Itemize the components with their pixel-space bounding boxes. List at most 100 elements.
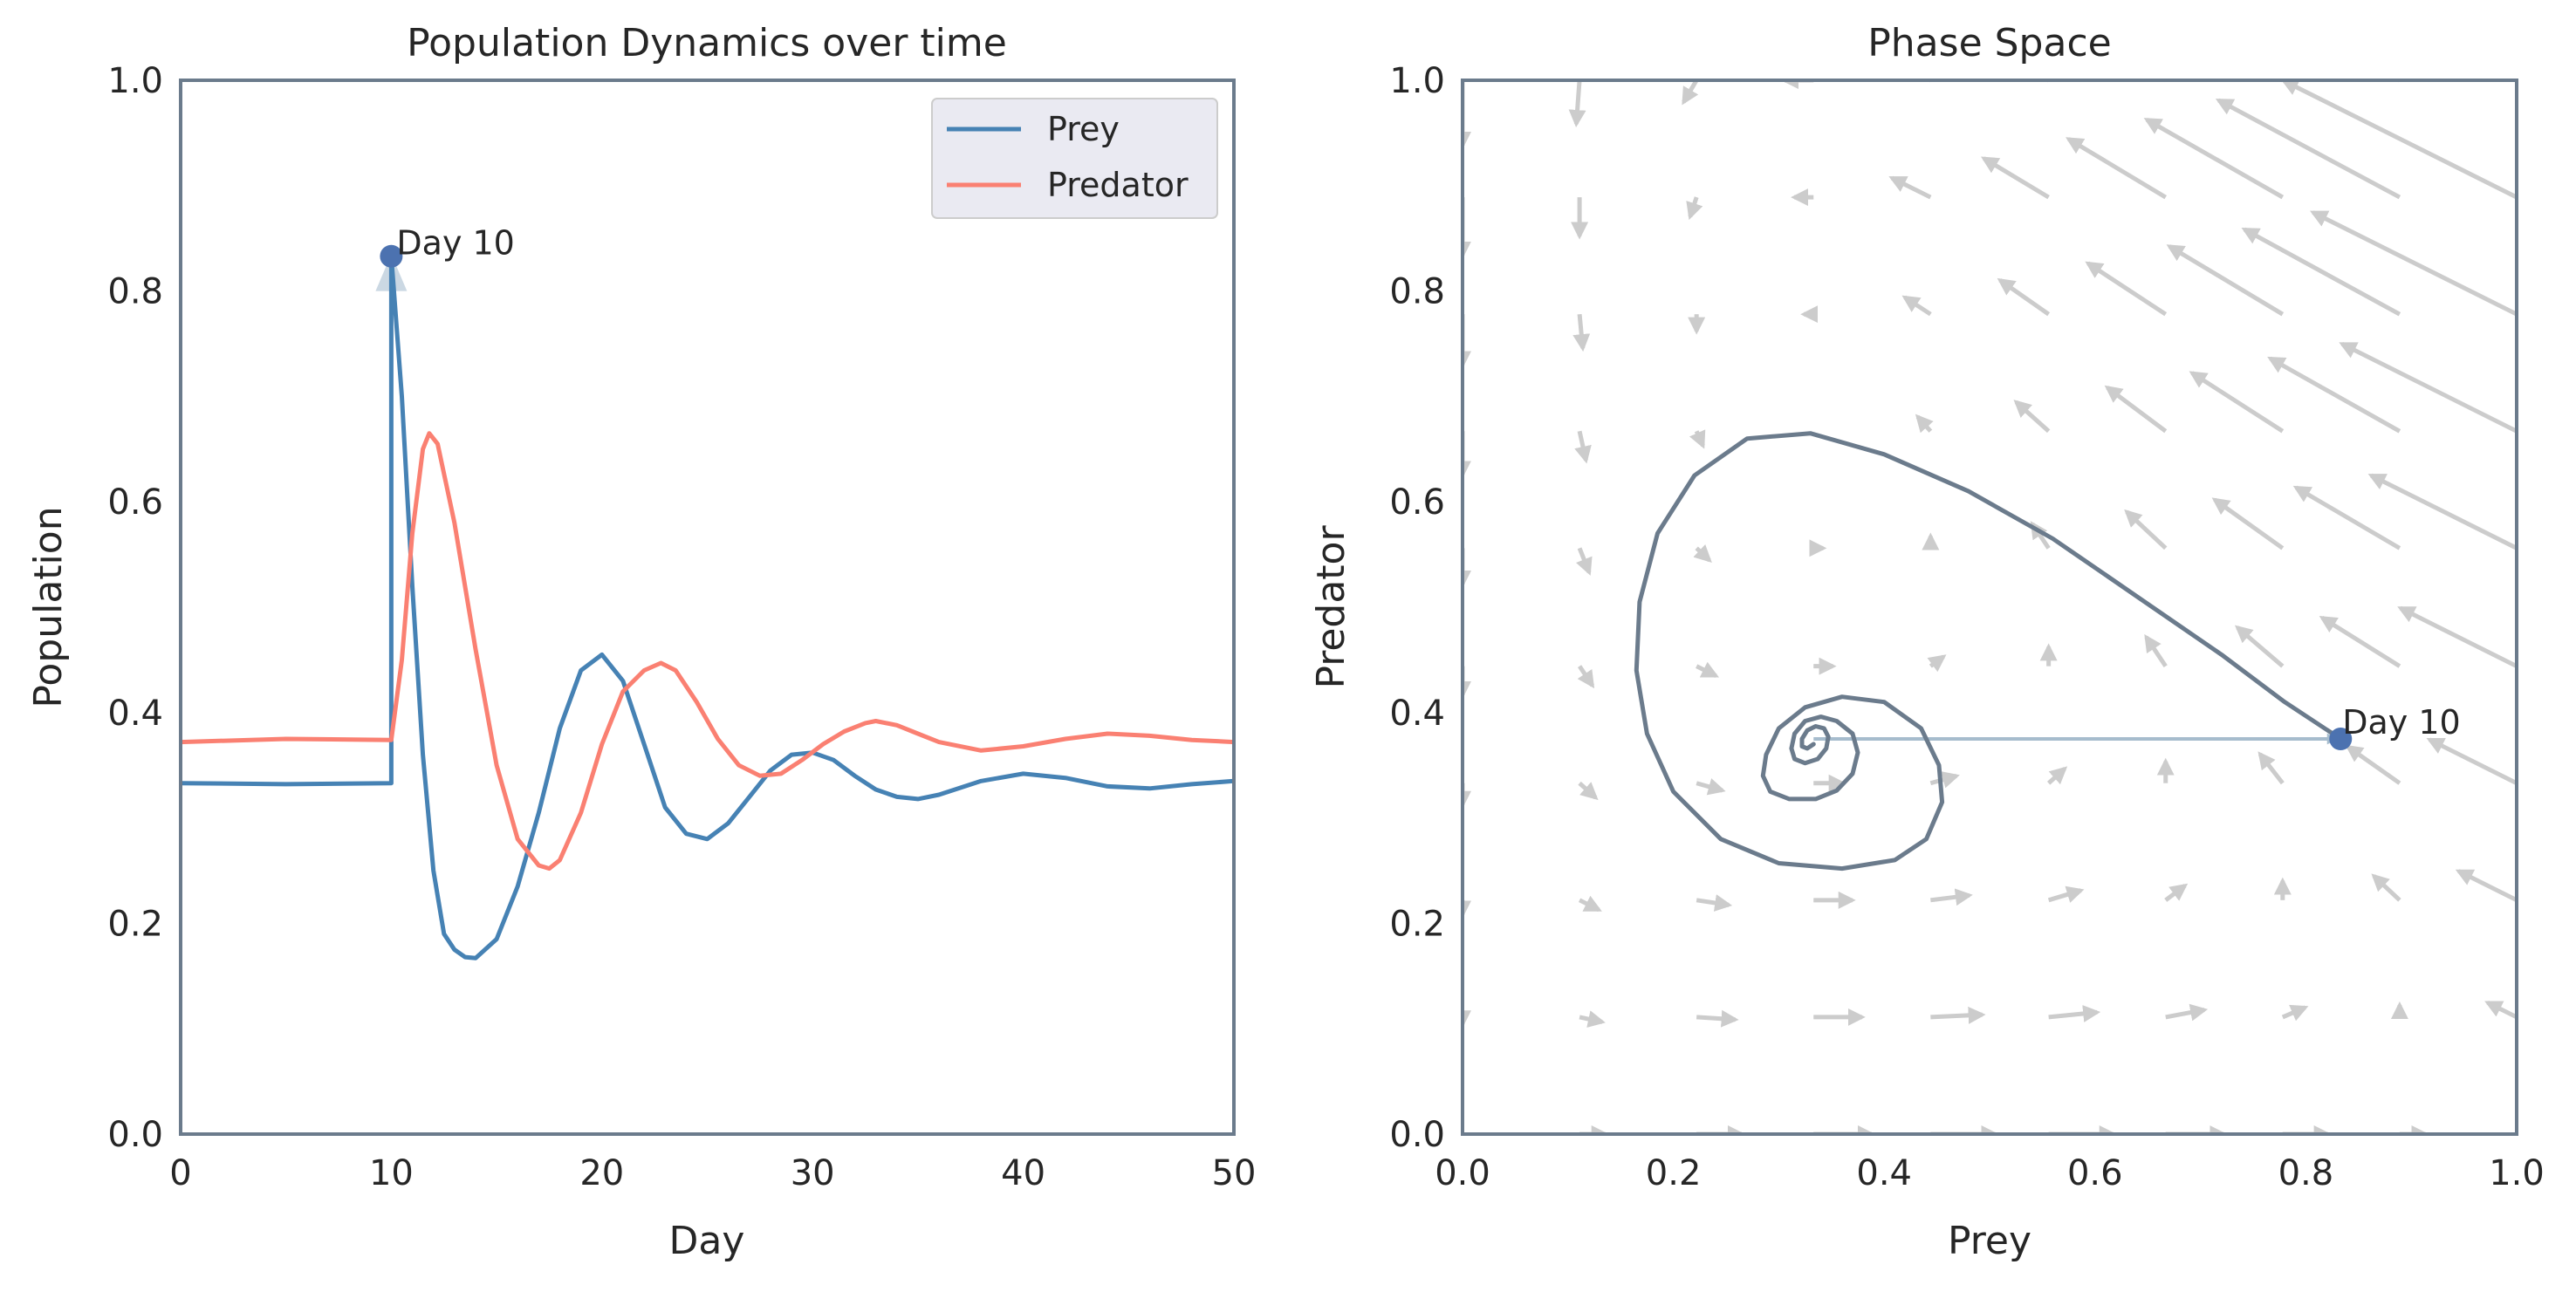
vector-field-arrow <box>2215 98 2401 200</box>
vector-field-arrow <box>1888 175 1932 200</box>
vector-field-arrow <box>1575 547 1593 576</box>
time-series-y-tick-label: 0.0 <box>107 1115 163 1155</box>
vector-field-arrow <box>2394 80 2400 83</box>
series-line-predator <box>181 431 1234 872</box>
vector-field-arrow <box>1696 894 1733 912</box>
vector-field-arrow <box>2124 509 2168 550</box>
phase-space-x-tick-label: 1.0 <box>2489 1153 2545 1193</box>
vector-field-arrow <box>2319 616 2401 668</box>
time-series-y-tick-label: 0.6 <box>107 482 163 523</box>
series-line-prey <box>181 254 1234 960</box>
vector-field-arrow <box>2166 244 2285 317</box>
time-series-title: Population Dynamics over time <box>407 21 1007 65</box>
day10-annotation-time: Day 10 <box>396 224 514 263</box>
vector-field-arrow <box>2165 1003 2209 1022</box>
vector-field-arrow <box>1574 430 1592 464</box>
vector-field-arrow <box>1579 1010 1606 1028</box>
phase-space-x-tick-label: 0.2 <box>1646 1153 1702 1193</box>
phase-space-x-tick-label: 0.8 <box>2278 1153 2334 1193</box>
vector-field-arrow <box>1927 654 1947 673</box>
vector-field-arrow <box>2143 117 2285 200</box>
phase-space-y-axis-label: Predator <box>1309 525 1353 689</box>
vector-field-arrow <box>1578 895 1602 913</box>
vector-field-arrow <box>2426 737 2517 785</box>
vector-field-arrow <box>2278 80 2283 83</box>
vector-field-arrow <box>2048 1004 2101 1022</box>
phase-space-x-axis-label: Prey <box>1948 1219 2031 1263</box>
vector-field-arrow <box>1693 544 1712 564</box>
vector-field-arrow <box>2144 633 2168 668</box>
time-series-y-tick-label: 0.8 <box>107 272 163 312</box>
time-series-panel: 0 10 20 30 40 50 0.0 0.2 0.4 0.6 0.8 1.0 Population… <box>26 21 1256 1263</box>
vector-field-arrow <box>1997 277 2051 317</box>
phase-space-ticks: 0.0 0.2 0.4 0.6 0.8 1.0 0.0 0.2 0.4 0.6 0.8 1.0 <box>1389 61 2544 1193</box>
time-series-x-axis-label: Day <box>669 1219 745 1263</box>
vector-field-arrow <box>2241 227 2401 317</box>
time-series-x-tick-label: 30 <box>791 1153 835 1193</box>
time-series-y-axis-label: Population <box>26 506 71 708</box>
vector-field-arrow <box>2085 261 2168 317</box>
vector-field-arrow <box>1696 1009 1739 1028</box>
vector-field-arrow <box>2345 744 2401 785</box>
vector-field-arrow <box>2484 1001 2517 1020</box>
vector-field-arrow <box>1915 414 1934 434</box>
phase-space-axes-frame <box>1461 79 2518 1136</box>
time-series-y-tick-label: 0.2 <box>107 904 163 944</box>
vector-field-arrow <box>1577 665 1595 689</box>
vector-field-arrow <box>2267 356 2401 434</box>
phase-space-y-tick-label: 0.0 <box>1389 1115 1445 1155</box>
day10-marker-phase <box>2329 728 2353 750</box>
vector-field-arrow <box>2013 400 2051 434</box>
time-series-x-tick-label: 0 <box>169 1153 191 1193</box>
vector-field-arrow <box>1980 156 2050 200</box>
time-series-x-tick-label: 40 <box>1001 1153 1045 1193</box>
vector-field-arrow <box>1689 429 1706 449</box>
vector-field-arrow <box>2046 766 2068 785</box>
legend-label-prey: Prey <box>1047 110 1120 148</box>
time-series-x-tick-label: 50 <box>1212 1153 1257 1193</box>
vector-field-arrow <box>2066 137 2168 200</box>
vector-field-arrow <box>2371 873 2401 902</box>
vector-field-arrow <box>1930 888 1973 906</box>
vector-field-arrow <box>2234 625 2285 668</box>
time-series-y-tick-label: 1.0 <box>107 61 163 101</box>
vector-field-arrow <box>2292 485 2401 550</box>
vector-field-arrow <box>1929 771 1960 789</box>
time-series-axes-frame <box>179 79 1236 1136</box>
phase-space-y-tick-label: 1.0 <box>1389 61 1445 101</box>
legend-label-predator: Predator <box>1047 166 1189 204</box>
phase-space-x-tick-label: 0.4 <box>1856 1153 1912 1193</box>
vector-field-arrow <box>1686 196 1703 221</box>
phase-space-panel: 0.0 0.2 0.4 0.6 0.8 1.0 0.0 0.2 0.4 0.6 0.8 1.0 Pha… <box>1309 21 2545 1263</box>
vector-field-arrow <box>2280 80 2517 200</box>
vector-field-arrow <box>1682 80 1699 106</box>
phase-space-y-tick-label: 0.2 <box>1389 904 1445 944</box>
phase-space-y-tick-label: 0.6 <box>1389 482 1445 523</box>
vector-field-arrow <box>2310 210 2517 317</box>
vector-field-arrow <box>1696 778 1726 796</box>
vector-field-arrow <box>1572 313 1591 352</box>
vector-field-arrow <box>2257 751 2285 785</box>
phase-space-title: Phase Space <box>1867 21 2111 65</box>
vector-field-arrow <box>2511 80 2517 83</box>
phase-space-x-tick-label: 0.0 <box>1435 1153 1490 1193</box>
time-series-ticks: 0 10 20 30 40 50 0.0 0.2 0.4 0.6 0.8 1.0 <box>107 61 1256 1193</box>
phase-space-y-tick-label: 0.8 <box>1389 272 1445 312</box>
vector-field-arrow <box>2211 497 2285 550</box>
phase-space-x-tick-label: 0.6 <box>2067 1153 2123 1193</box>
day10-marker-time <box>380 244 403 268</box>
vector-field-arrow <box>2339 341 2517 434</box>
time-series-plot-area <box>181 244 1234 960</box>
phase-space-plot-area <box>1463 80 2517 1134</box>
vector-field-arrow <box>2455 869 2517 903</box>
legend: Prey Predator <box>931 98 1218 219</box>
time-series-y-tick-label: 0.4 <box>107 694 163 734</box>
vector-field-arrow <box>2047 885 2085 903</box>
vector-field-arrow <box>1696 661 1719 679</box>
vector-field-arrow <box>2397 605 2517 668</box>
vector-field-arrow <box>1578 781 1599 801</box>
day10-annotation-phase: Day 10 <box>2342 703 2460 742</box>
phase-trajectory <box>1634 431 2343 872</box>
vector-field-arrow <box>2189 371 2285 434</box>
